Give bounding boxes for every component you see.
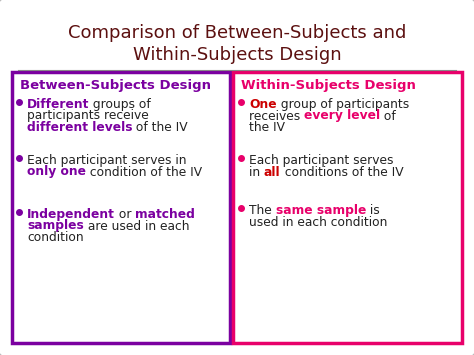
Text: used in each condition: used in each condition (249, 215, 387, 229)
Text: same sample: same sample (275, 204, 366, 217)
Text: only one: only one (27, 165, 86, 179)
Text: matched: matched (135, 208, 195, 221)
Text: groups of: groups of (90, 98, 151, 111)
Text: condition of the IV: condition of the IV (86, 165, 202, 179)
Text: Different: Different (27, 98, 90, 111)
Text: of the IV: of the IV (133, 121, 188, 134)
Text: Comparison of Between-Subjects and: Comparison of Between-Subjects and (68, 24, 406, 42)
Text: are used in each: are used in each (84, 219, 189, 233)
Text: is: is (366, 204, 380, 217)
Text: One: One (249, 98, 277, 111)
Text: Independent: Independent (27, 208, 115, 221)
FancyBboxPatch shape (233, 72, 462, 343)
Text: in: in (249, 165, 264, 179)
Text: Each participant serves in: Each participant serves in (27, 154, 186, 167)
Text: Between-Subjects Design: Between-Subjects Design (20, 79, 211, 92)
Text: samples: samples (27, 219, 84, 233)
Text: conditions of the IV: conditions of the IV (281, 165, 403, 179)
Text: condition: condition (27, 231, 83, 244)
Text: group of participants: group of participants (277, 98, 409, 111)
Text: of: of (380, 109, 396, 122)
Text: the IV: the IV (249, 121, 285, 134)
Text: Within-Subjects Design: Within-Subjects Design (241, 79, 416, 92)
Text: The: The (249, 204, 275, 217)
Text: all: all (264, 165, 281, 179)
Text: receives: receives (249, 109, 304, 122)
Text: Each participant serves: Each participant serves (249, 154, 393, 167)
Text: or: or (115, 208, 135, 221)
FancyBboxPatch shape (12, 72, 230, 343)
Text: participants receive: participants receive (27, 109, 149, 122)
Text: every level: every level (304, 109, 380, 122)
Text: different levels: different levels (27, 121, 133, 134)
Text: Within-Subjects Design: Within-Subjects Design (133, 46, 341, 64)
